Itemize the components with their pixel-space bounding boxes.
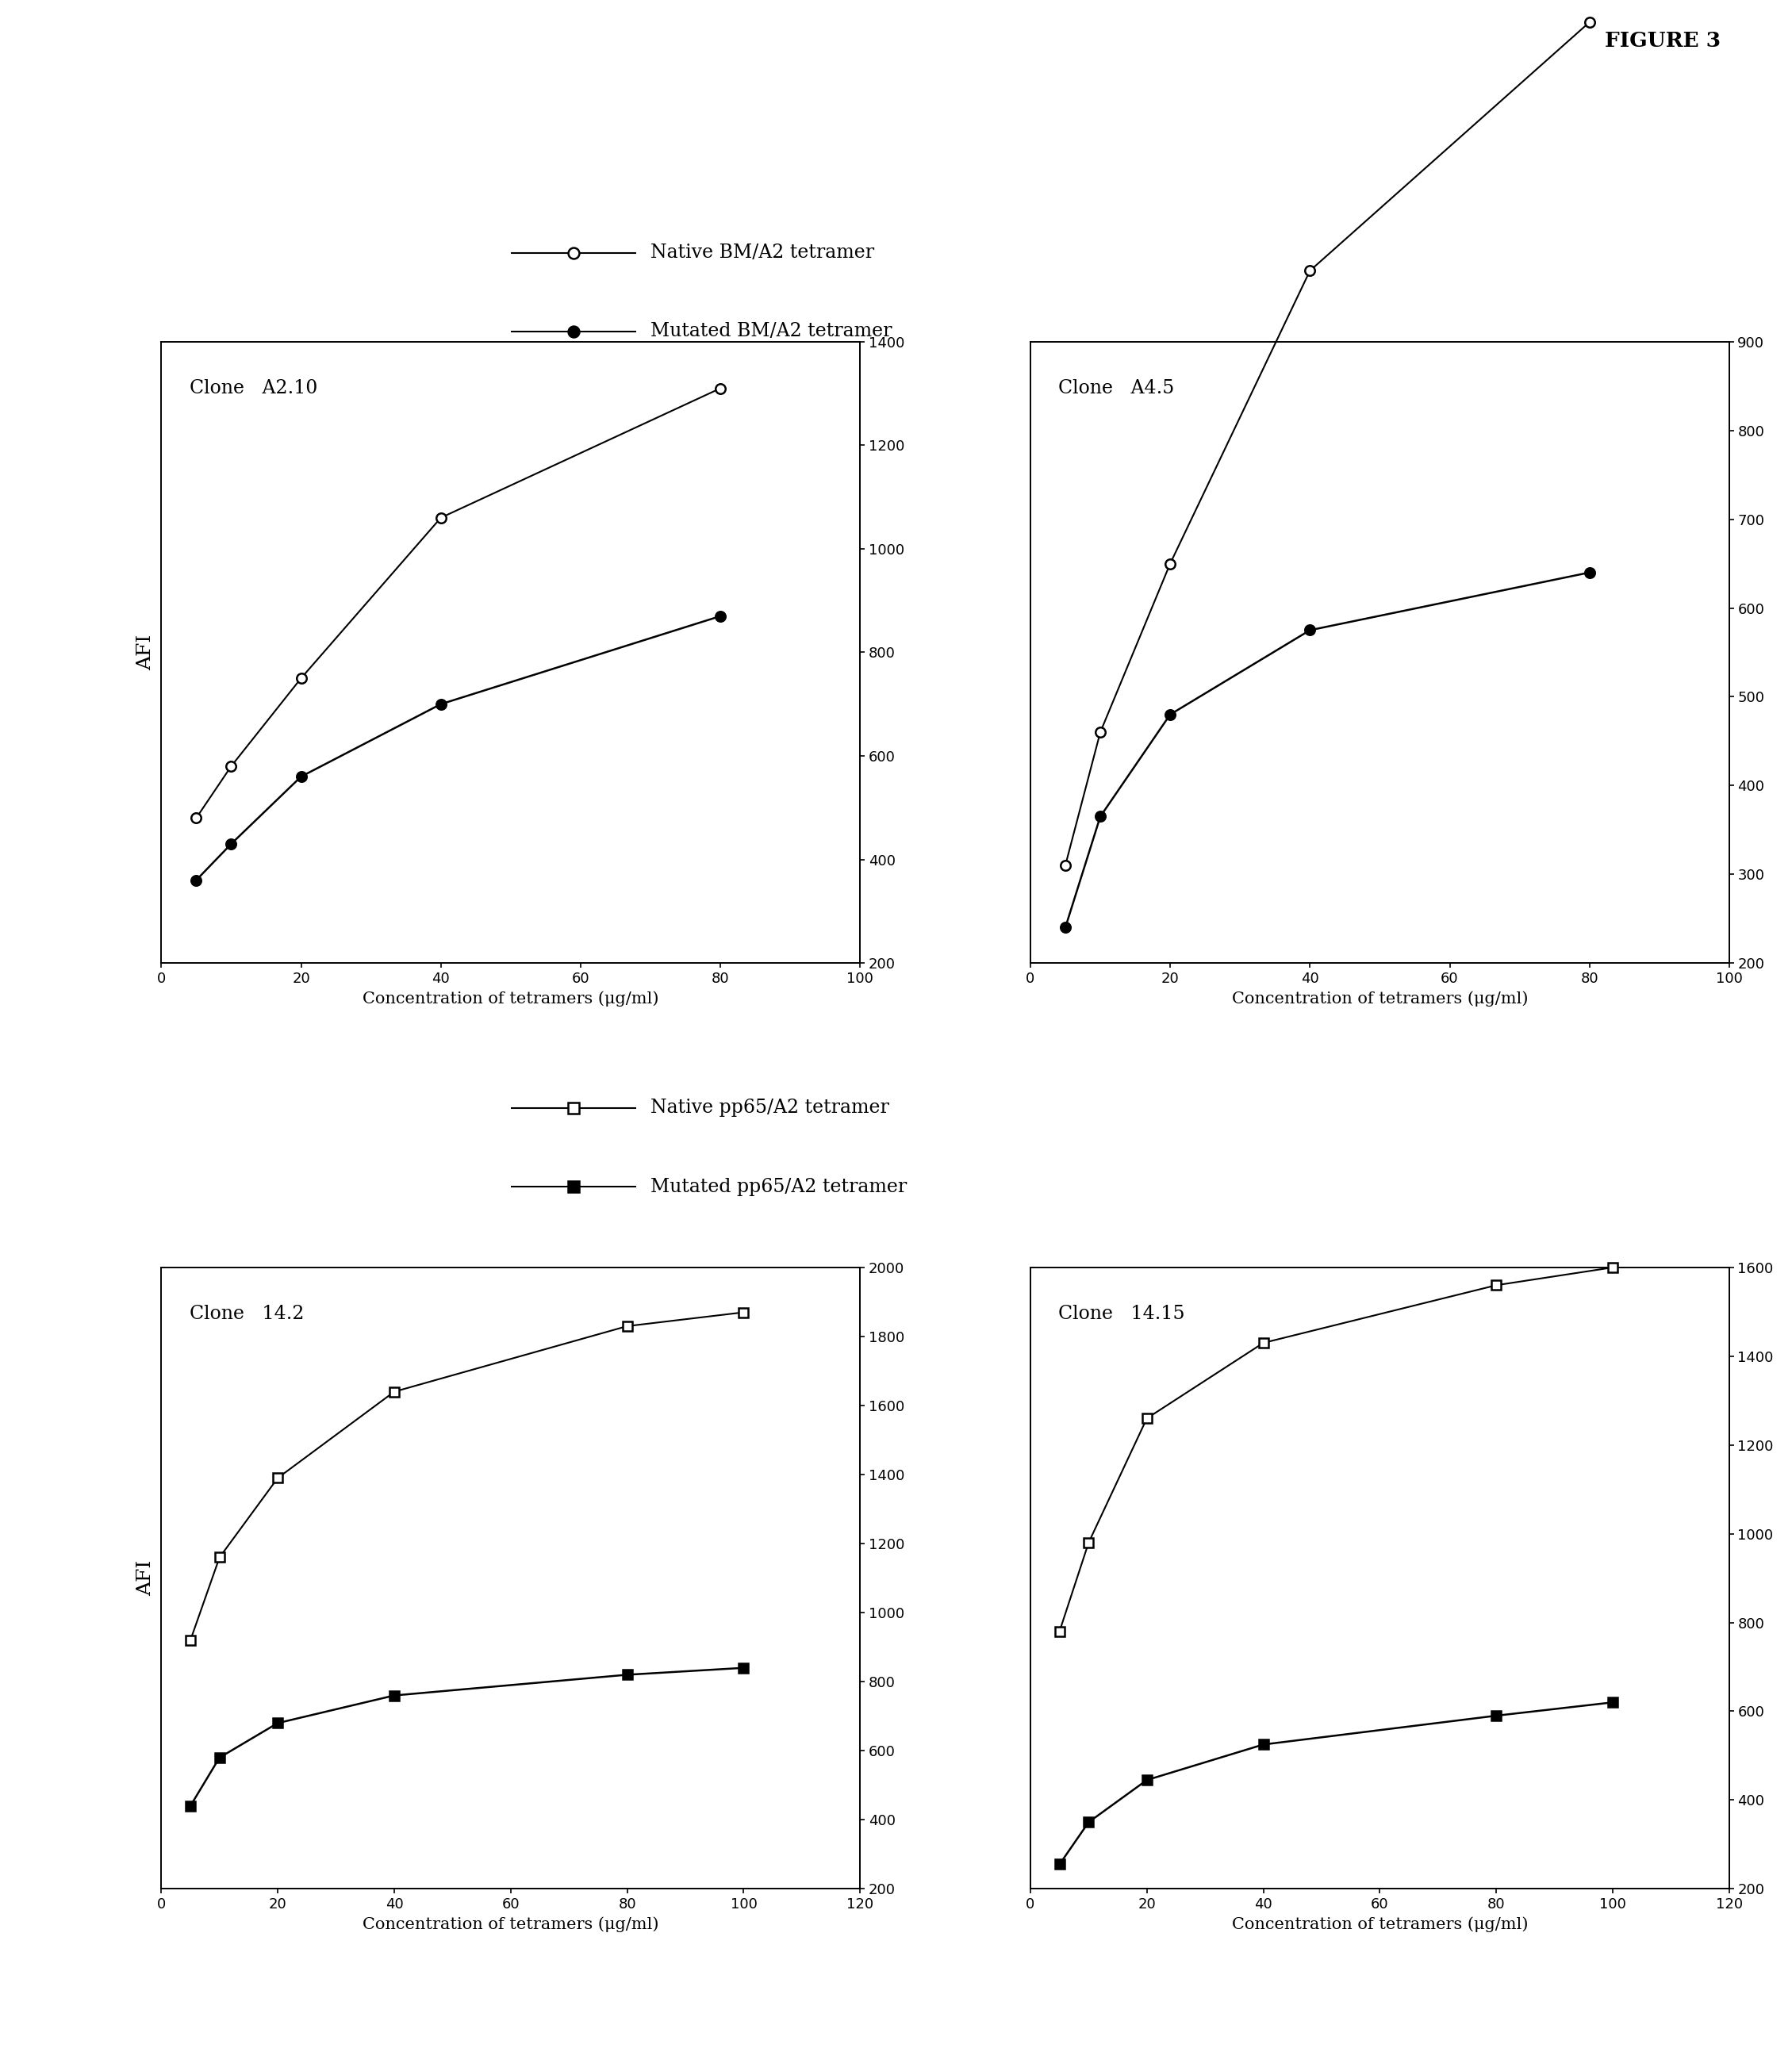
Text: Clone   A2.10: Clone A2.10 [190,379,317,398]
X-axis label: Concentration of tetramers (μg/ml): Concentration of tetramers (μg/ml) [362,992,659,1007]
Text: Native pp65/A2 tetramer: Native pp65/A2 tetramer [650,1100,889,1116]
X-axis label: Concentration of tetramers (μg/ml): Concentration of tetramers (μg/ml) [362,1918,659,1932]
Y-axis label: AFI: AFI [136,1559,154,1597]
X-axis label: Concentration of tetramers (μg/ml): Concentration of tetramers (μg/ml) [1231,1918,1529,1932]
Y-axis label: AFI: AFI [136,634,154,671]
Text: Clone   A4.5: Clone A4.5 [1059,379,1174,398]
Text: Mutated pp65/A2 tetramer: Mutated pp65/A2 tetramer [650,1178,907,1195]
Text: Native BM/A2 tetramer: Native BM/A2 tetramer [650,244,874,261]
X-axis label: Concentration of tetramers (μg/ml): Concentration of tetramers (μg/ml) [1231,992,1529,1007]
Text: FIGURE 3: FIGURE 3 [1604,31,1720,52]
Text: Clone   14.2: Clone 14.2 [190,1305,305,1323]
Text: Clone   14.15: Clone 14.15 [1059,1305,1185,1323]
Text: Mutated BM/A2 tetramer: Mutated BM/A2 tetramer [650,323,892,340]
